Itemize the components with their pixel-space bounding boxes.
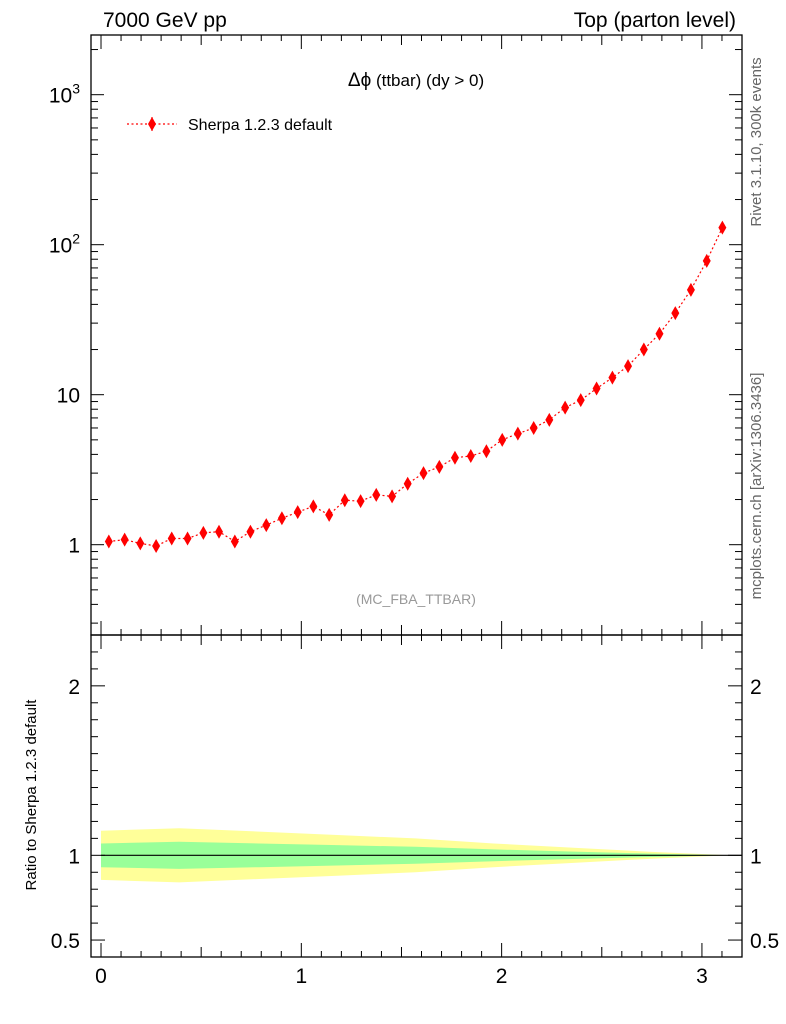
data-point-marker — [419, 466, 428, 481]
main-y-tick-base: 10 — [49, 235, 72, 258]
x-tick-label: 2 — [496, 965, 508, 988]
data-point-marker — [104, 534, 113, 549]
ratio-tick-labels: 0.5 0.5 1 1 2 2 0 1 2 3 — [51, 676, 779, 988]
data-point-marker — [309, 499, 318, 514]
legend-marker — [148, 117, 156, 131]
data-point-marker — [545, 412, 554, 427]
ratio-y-tick-label-right: 2 — [750, 676, 762, 699]
legend-label: Sherpa 1.2.3 default — [188, 117, 333, 134]
rivet-version-label: Rivet 3.1.10, 300k events — [748, 57, 765, 226]
data-point-marker — [466, 449, 475, 464]
data-point-marker — [529, 420, 538, 435]
main-y-tick-label: 102 — [49, 231, 80, 258]
main-y-tick-exp: 2 — [72, 231, 80, 247]
data-point-marker — [262, 518, 271, 533]
data-point-marker — [718, 220, 727, 235]
data-point-marker — [686, 282, 695, 297]
data-point-marker — [246, 524, 255, 539]
data-point-marker — [199, 525, 208, 540]
series-line — [108, 227, 723, 547]
x-tick-label: 1 — [295, 965, 307, 988]
ratio-y-tick-label-right: 0.5 — [750, 930, 779, 953]
data-point-marker — [655, 326, 664, 341]
main-y-tick-exp: 3 — [72, 81, 80, 97]
data-point-marker — [183, 531, 192, 546]
analysis-label: (MC_FBA_TTBAR) — [356, 591, 476, 607]
data-point-marker — [356, 494, 365, 509]
main-title-symbol: Δϕ — [348, 70, 371, 91]
data-point-marker — [624, 359, 633, 374]
data-point-marker — [498, 432, 507, 447]
data-point-marker — [450, 450, 459, 465]
main-y-tick-base: 1 — [68, 535, 80, 558]
data-point-marker — [592, 381, 601, 396]
data-point-marker — [372, 487, 381, 502]
data-point-marker — [152, 539, 161, 554]
mcplots-reference-label: mcplots.cern.ch [arXiv:1306.3436] — [748, 373, 765, 600]
x-tick-label: 3 — [696, 965, 708, 988]
data-point-marker — [403, 476, 412, 491]
data-point-marker — [230, 534, 239, 549]
data-point-marker — [277, 511, 286, 526]
ratio-y-tick-label-left: 0.5 — [51, 930, 80, 953]
data-point-marker — [639, 342, 648, 357]
data-point-marker — [293, 505, 302, 520]
data-point-marker — [702, 253, 711, 268]
data-point-marker — [608, 370, 617, 385]
main-y-tick-label: 1 — [68, 535, 80, 558]
data-point-marker — [513, 426, 522, 441]
main-y-tick-label: 10 — [57, 385, 80, 408]
ratio-y-tick-label-right: 1 — [750, 845, 762, 868]
ratio-panel: 0.5 0.5 1 1 2 2 0 1 2 3 Ratio to Sherpa 1.2.3 def… — [23, 634, 779, 988]
data-point-marker — [120, 532, 129, 547]
main-y-tick-base: 10 — [49, 85, 72, 108]
data-point-marker — [388, 489, 397, 504]
ratio-y-tick-label-left: 1 — [68, 845, 80, 868]
main-title-rest: (ttbar) (dy > 0) — [371, 71, 484, 90]
data-point-marker — [576, 393, 585, 408]
main-title: Δϕ (ttbar) (dy > 0) — [348, 70, 484, 91]
data-point-marker — [214, 524, 223, 539]
header-right-label: Top (parton level) — [574, 9, 736, 32]
data-point-marker — [671, 306, 680, 321]
main-y-tick-label: 103 — [49, 81, 80, 108]
data-point-marker — [136, 536, 145, 551]
ratio-y-axis-label: Ratio to Sherpa 1.2.3 default — [23, 699, 40, 891]
x-tick-label: 0 — [95, 965, 107, 988]
data-point-marker — [435, 459, 444, 474]
data-point-marker — [561, 400, 570, 415]
ratio-axis-ticks — [91, 635, 743, 957]
legend: Sherpa 1.2.3 default — [127, 117, 333, 134]
ratio-frame — [90, 634, 743, 958]
ratio-y-tick-label-left: 2 — [68, 676, 80, 699]
data-point-marker — [325, 507, 334, 522]
header-left-label: 7000 GeV pp — [103, 9, 227, 32]
data-point-marker — [167, 531, 176, 546]
data-point-marker — [482, 444, 491, 459]
main-series-sherpa — [104, 220, 727, 554]
main-y-tick-base: 10 — [57, 385, 80, 408]
data-point-marker — [340, 493, 349, 508]
